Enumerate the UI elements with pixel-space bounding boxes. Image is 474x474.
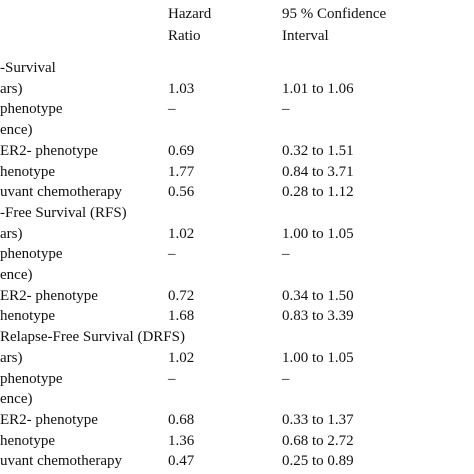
row-label: ER2- phenotype [0,142,98,159]
row-label: ER2- phenotype [0,411,98,428]
row-label: ars) [0,80,23,97]
row-label: phenotype [0,101,63,118]
hazard-ratio: 0.72 [168,287,195,304]
header-confidence-interval: 95 % Confidence Interval [282,6,387,44]
confidence-interval: 0.68 to 2.72 [282,432,354,449]
row-label: ars) [0,349,23,366]
header-hazard-ratio: Hazard Ratio [168,6,212,44]
row-label: ER2- phenotype [0,287,98,304]
hazard-ratio: 0.68 [168,411,195,428]
hazard-ratio: – [168,370,176,387]
row-label: phenotype [0,370,63,387]
hazard-ratio: – [168,101,176,118]
confidence-interval: 1.00 to 1.05 [282,225,354,242]
confidence-interval: 0.84 to 3.71 [282,163,354,180]
row-label: -Free Survival (RFS) [0,204,127,221]
confidence-interval: 0.83 to 3.39 [282,308,354,325]
row-label: -Survival [0,60,56,76]
row-label: henotype [0,308,55,325]
row-label: ence) [0,391,33,408]
confidence-interval: 0.34 to 1.50 [282,287,354,304]
hazard-ratio: – [168,246,176,263]
confidence-interval: 1.01 to 1.06 [282,80,354,97]
confidence-interval: – [282,246,290,263]
confidence-interval: – [282,370,290,387]
hazard-ratio: 1.77 [168,163,195,180]
row-label: Relapse-Free Survival (DRFS) [0,329,185,346]
row-label: uvant chemotherapy [0,184,123,201]
hazard-ratio: 1.68 [168,308,195,325]
confidence-interval: 0.28 to 1.12 [282,184,354,201]
confidence-interval: 1.00 to 1.05 [282,349,354,366]
hazard-ratio: 1.36 [168,432,195,449]
row-label: phenotype [0,246,63,263]
row-label: henotype [0,163,55,180]
hazard-ratio: 0.69 [168,142,195,159]
confidence-interval: 0.32 to 1.51 [282,142,354,159]
hazard-ratio: 1.02 [168,225,195,242]
hazard-ratio: 1.02 [168,349,195,366]
row-label: henotype [0,432,55,449]
hazard-ratio: 0.56 [168,184,195,201]
confidence-interval: 0.33 to 1.37 [282,411,354,428]
row-label: ence) [0,122,33,139]
row-label: uvant chemotherapy [0,453,123,470]
row-label: ence) [0,267,33,283]
hazard-ratio: 0.47 [168,453,195,470]
row-label: ars) [0,225,23,242]
hazard-ratio: 1.03 [168,80,195,97]
confidence-interval: 0.25 to 0.89 [282,453,354,470]
confidence-interval: – [282,101,290,118]
